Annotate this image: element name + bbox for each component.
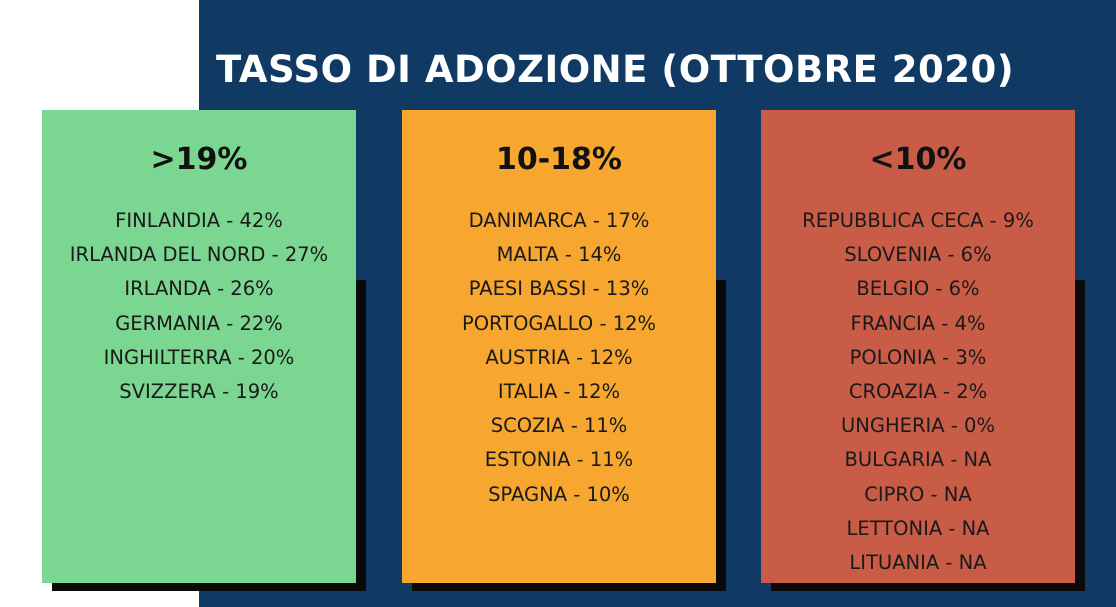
list-item: DANIMARCA - 17% (468, 209, 650, 232)
list-item: UNGHERIA - 0% (841, 414, 995, 438)
list-item: ESTONIA - 11% (484, 448, 634, 472)
list-item: PORTOGALLO - 12% (461, 311, 657, 335)
card-heading: 10-18% (495, 142, 622, 177)
list-item: BULGARIA - NA (844, 448, 992, 472)
list-item: IRLANDA - 26% (124, 277, 274, 301)
country-list: FINLANDIA - 42% IRLANDA DEL NORD - 27% I… (42, 204, 356, 409)
list-item: ITALIA - 12% (497, 379, 621, 403)
list-item: FINLANDIA - 42% (115, 209, 283, 232)
list-item: GERMANIA - 22% (115, 311, 283, 335)
list-item: PAESI BASSI - 13% (468, 277, 650, 301)
list-item: LITUANIA - NA (849, 550, 987, 574)
list-item: AUSTRIA - 12% (485, 345, 633, 369)
list-item: SPAGNA - 10% (488, 482, 630, 506)
list-item: MALTA - 14% (496, 243, 622, 267)
country-list: REPUBBLICA CECA - 9% SLOVENIA - 6% BELGI… (761, 204, 1075, 580)
country-list: DANIMARCA - 17% MALTA - 14% PAESI BASSI … (402, 204, 716, 512)
page-title: TASSO DI ADOZIONE (OTTOBRE 2020) (216, 48, 1015, 91)
list-item: POLONIA - 3% (849, 345, 987, 369)
card-below-10: <10% REPUBBLICA CECA - 9% SLOVENIA - 6% … (761, 110, 1075, 583)
list-item: SVIZZERA - 19% (119, 379, 279, 403)
list-item: IRLANDA DEL NORD - 27% (69, 243, 329, 267)
card-heading: <10% (869, 142, 967, 177)
list-item: SCOZIA - 11% (490, 414, 628, 438)
card-above-19: >19% FINLANDIA - 42% IRLANDA DEL NORD - … (42, 110, 356, 583)
card-10-18: 10-18% DANIMARCA - 17% MALTA - 14% PAESI… (402, 110, 716, 583)
list-item: BELGIO - 6% (856, 277, 980, 301)
list-item: CROAZIA - 2% (848, 379, 988, 403)
list-item: CIPRO - NA (864, 482, 972, 506)
list-item: LETTONIA - NA (846, 516, 990, 540)
list-item: FRANCIA - 4% (850, 311, 986, 335)
list-item: REPUBBLICA CECA - 9% (802, 209, 1034, 232)
list-item: INGHILTERRA - 20% (103, 345, 295, 369)
list-item: SLOVENIA - 6% (844, 243, 992, 267)
card-heading: >19% (150, 142, 248, 177)
